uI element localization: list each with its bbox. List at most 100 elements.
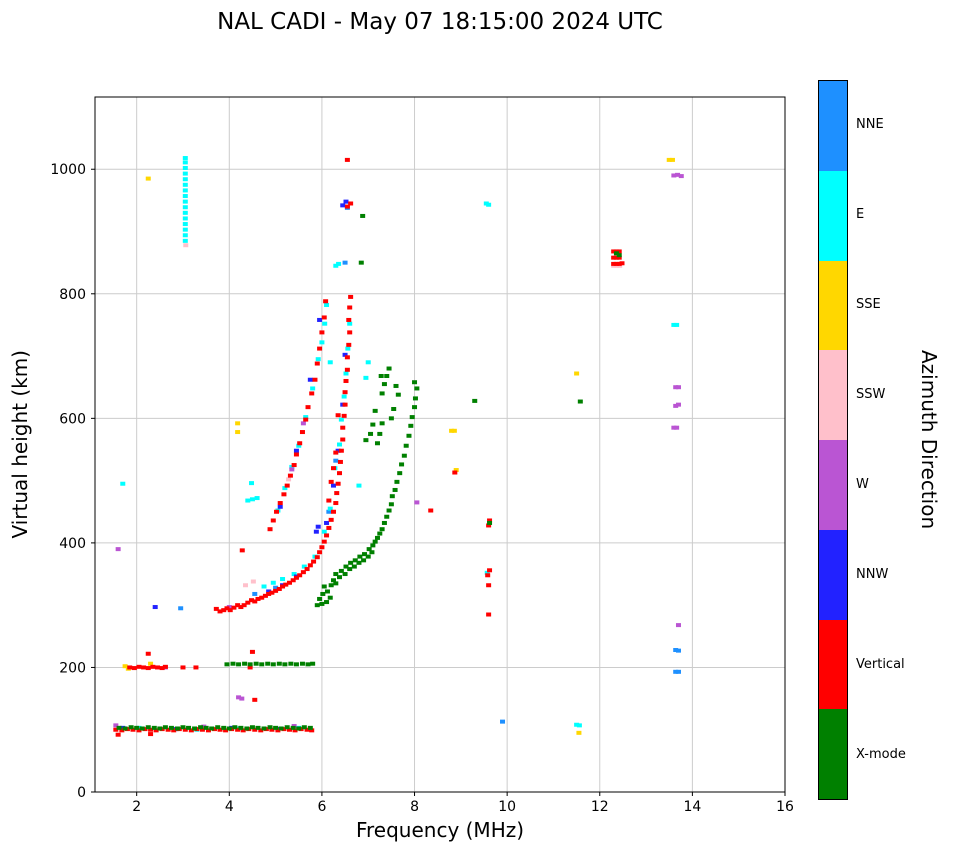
data-point-x-mode (343, 564, 349, 569)
data-point-vertical (616, 261, 622, 266)
data-point-x-mode (386, 366, 392, 371)
data-point-nne (675, 648, 681, 653)
data-point-nnw (152, 605, 158, 610)
data-point-x-mode (203, 725, 209, 730)
data-point-x-mode (232, 725, 238, 730)
colorbar-block-nnw (819, 529, 847, 620)
data-point-x-mode (139, 726, 145, 731)
data-point-nne (500, 719, 506, 724)
data-point-e (674, 322, 680, 327)
data-point-vertical (341, 413, 347, 418)
data-point-x-mode (320, 591, 326, 596)
data-point-nnw (313, 529, 319, 534)
data-point-vertical (205, 728, 211, 733)
x-tick-label: 8 (410, 799, 419, 815)
data-point-vertical (199, 727, 205, 732)
data-point-vertical (616, 249, 622, 254)
data-point-w (675, 623, 681, 628)
x-tick-label: 14 (683, 799, 701, 815)
data-point-e (671, 322, 677, 327)
data-point-x-mode (388, 502, 394, 507)
data-point-vertical (153, 728, 159, 733)
data-point-vertical (224, 606, 230, 611)
data-point-e (182, 222, 188, 227)
data-point-x-mode (319, 601, 325, 606)
data-point-e (182, 160, 188, 165)
data-point-e (319, 340, 325, 345)
data-point-e (296, 443, 302, 448)
data-point-e (261, 584, 267, 589)
data-point-vertical (314, 555, 320, 560)
data-point-x-mode (337, 575, 343, 580)
data-point-x-mode (305, 662, 311, 667)
data-point-vertical (305, 405, 311, 410)
data-point-x-mode (215, 725, 221, 730)
data-point-x-mode (261, 726, 267, 731)
data-point-vertical (348, 201, 354, 206)
data-point-vertical (211, 727, 217, 732)
data-point-vertical (281, 727, 287, 732)
data-point-ssw (250, 579, 256, 584)
data-point-vertical (323, 299, 329, 304)
colorbar-block-w (819, 440, 847, 530)
data-point-vertical (300, 570, 306, 575)
data-point-w (674, 425, 680, 430)
data-point-x-mode (374, 535, 380, 540)
data-point-x-mode (381, 382, 387, 387)
colorbar-label-nnw: NNW (856, 567, 889, 582)
data-point-vertical (344, 157, 350, 162)
data-point-e (182, 188, 188, 193)
data-point-vertical (252, 697, 258, 702)
data-point-vertical (611, 249, 617, 254)
data-point-vertical (616, 255, 622, 260)
data-point-x-mode (384, 373, 390, 378)
data-point-x-mode (384, 514, 390, 519)
data-point-vertical (348, 294, 354, 299)
data-point-vertical (235, 727, 241, 732)
data-point-x-mode (290, 725, 296, 730)
data-point-sse (148, 661, 154, 666)
data-point-x-mode (273, 725, 279, 730)
data-point-e (341, 394, 347, 399)
data-point-vertical (293, 575, 299, 580)
data-point-x-mode (374, 441, 380, 446)
data-point-e (120, 481, 126, 486)
data-point-e (182, 216, 188, 221)
data-point-vertical (247, 665, 253, 670)
data-point-sse (122, 664, 128, 669)
data-point-vertical (182, 727, 188, 732)
data-point-vertical (299, 430, 305, 435)
data-point-vertical (131, 666, 137, 671)
data-point-x-mode (157, 726, 163, 731)
data-point-w (300, 421, 306, 426)
data-point-vertical (619, 261, 625, 266)
data-point-e (254, 496, 260, 501)
data-point-e (363, 375, 369, 380)
data-point-vertical (136, 728, 142, 733)
data-point-w (673, 403, 679, 408)
data-point-vertical (277, 501, 283, 506)
colorbar-block-sse (819, 260, 847, 351)
data-point-vertical (145, 666, 151, 671)
data-point-e (182, 199, 188, 204)
data-point-x-mode (180, 725, 186, 730)
data-point-vertical (273, 588, 279, 593)
x-tick-label: 2 (132, 799, 141, 815)
data-point-e (574, 722, 580, 727)
data-point-w (675, 172, 681, 177)
data-point-sse (574, 371, 580, 376)
data-point-e (327, 360, 333, 365)
data-point-vertical (180, 665, 186, 670)
data-point-x-mode (577, 399, 583, 404)
data-point-vertical (343, 378, 349, 383)
data-point-e (338, 417, 344, 422)
data-point-e (182, 194, 188, 199)
colorbar-title: Azimuth Direction (917, 350, 941, 530)
data-point-x-mode (393, 383, 399, 388)
data-point-ssw (243, 583, 249, 588)
data-point-vertical (274, 509, 280, 514)
data-point-vertical (297, 573, 303, 578)
data-point-vertical (321, 315, 327, 320)
data-point-x-mode (356, 560, 362, 565)
data-point-x-mode (299, 661, 305, 666)
